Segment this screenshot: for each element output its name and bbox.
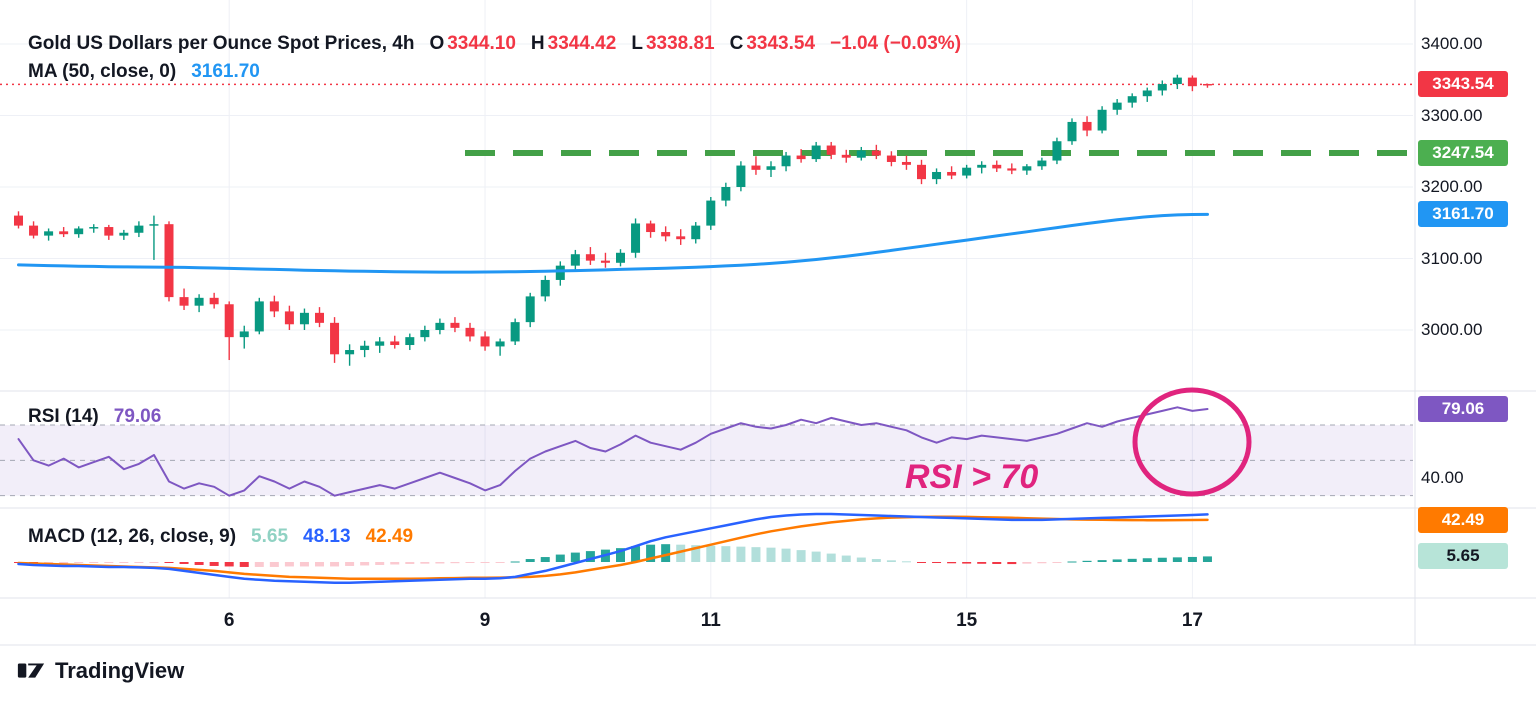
close-value: 3343.54: [746, 33, 816, 54]
axis-badge-42.49: 42.49: [1418, 506, 1508, 533]
gridlines: [0, 0, 1413, 598]
tradingview-logo[interactable]: TradingView: [16, 656, 184, 686]
time-label-9[interactable]: 9: [479, 610, 491, 631]
axis-label-3200.00: 3200.00: [1421, 177, 1483, 196]
macd-signal-value: 42.49: [365, 526, 414, 547]
ohlc-low: L 3338.81: [631, 33, 714, 54]
axis-label-40.00: 40.00: [1421, 468, 1464, 487]
axis-badge-3343.54: 3343.54: [1418, 71, 1508, 98]
rsi-label[interactable]: RSI (14): [28, 406, 99, 427]
rsi-annotation-text[interactable]: RSI > 70: [905, 458, 1039, 496]
time-label-15[interactable]: 15: [956, 610, 978, 631]
rsi-value: 79.06: [113, 406, 162, 427]
macd-hist-value: 5.65: [251, 526, 289, 547]
macd-label[interactable]: MACD (12, 26, close, 9): [28, 526, 237, 547]
time-label-11[interactable]: 11: [700, 610, 721, 631]
ma-label[interactable]: MA (50, close, 0): [28, 61, 177, 82]
candles[interactable]: [14, 74, 1212, 366]
axis-label-3000.00: 3000.00: [1421, 320, 1483, 339]
rsi-line[interactable]: [17, 406, 1209, 497]
change-value: −1.04 (−0.03%): [830, 33, 962, 54]
ohlc-high: H 3344.42: [531, 33, 616, 54]
high-label: H: [530, 33, 545, 54]
price-legend: Gold US Dollars per Ounce Spot Prices, 4…: [28, 33, 961, 55]
rsi-circle-annotation[interactable]: [1132, 387, 1252, 497]
macd-signal-line[interactable]: [17, 515, 1209, 581]
low-value: 3338.81: [645, 33, 715, 54]
brand-name: TradingView: [55, 658, 185, 683]
axis-badge-79.06: 79.06: [1418, 396, 1508, 422]
ohlc-open: O 3344.10: [429, 33, 515, 54]
close-label: C: [729, 33, 744, 54]
macd-line[interactable]: [17, 512, 1209, 585]
open-label: O: [429, 33, 445, 54]
macd-line-value: 48.13: [303, 526, 351, 547]
ma50-line[interactable]: [17, 212, 1209, 274]
tradingview-mark-icon: [17, 663, 45, 678]
symbol-title[interactable]: Gold US Dollars per Ounce Spot Prices, 4…: [28, 33, 415, 54]
time-label-17[interactable]: 17: [1181, 610, 1203, 631]
ohlc-close: C 3343.54: [730, 33, 815, 54]
ma-value: 3161.70: [191, 61, 260, 82]
low-label: L: [631, 33, 643, 54]
time-label-6[interactable]: 6: [223, 610, 235, 631]
rsi-legend: RSI (14) 79.06: [28, 406, 161, 428]
axis-badge-3247.54: 3247.54: [1418, 140, 1508, 166]
panel-separators: [0, 0, 1536, 646]
axis-badge-5.65: 5.65: [1418, 543, 1508, 570]
ma-legend: MA (50, close, 0) 3161.70: [28, 61, 260, 83]
high-value: 3344.42: [547, 33, 617, 54]
axis-label-3100.00: 3100.00: [1421, 248, 1483, 268]
macd-legend: MACD (12, 26, close, 9) 5.65 48.13 42.49: [28, 526, 413, 548]
axis-label-3300.00: 3300.00: [1421, 105, 1483, 125]
axis-badge-3161.70: 3161.70: [1418, 201, 1508, 228]
axis-label-3400.00: 3400.00: [1421, 34, 1483, 53]
open-value: 3344.10: [447, 33, 516, 54]
